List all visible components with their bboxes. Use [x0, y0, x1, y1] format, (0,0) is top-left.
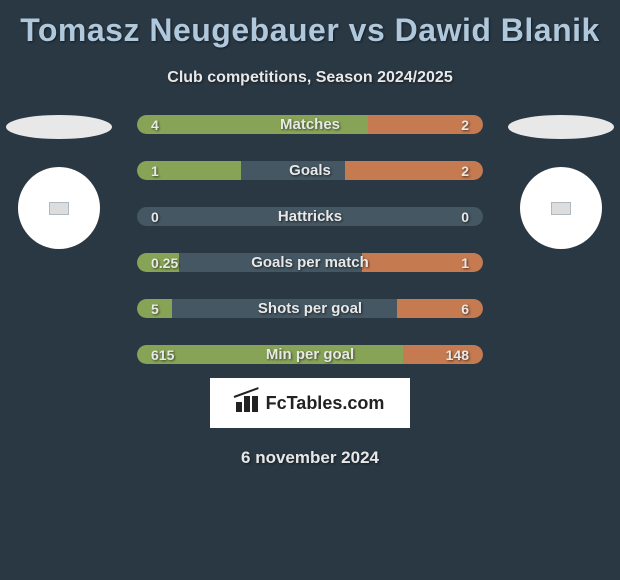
player-left-col [6, 115, 112, 249]
logo-bars-icon [236, 394, 260, 412]
stat-value-right: 1 [461, 255, 469, 271]
stat-label: Min per goal [266, 346, 354, 363]
logo-box: FcTables.com [210, 378, 410, 428]
stat-row: 0.25 Goals per match 1 [137, 253, 483, 272]
stat-value-left: 0.25 [151, 255, 178, 271]
stat-value-right: 6 [461, 301, 469, 317]
player-left-avatar [6, 115, 112, 139]
stat-value-left: 4 [151, 117, 159, 133]
stat-label: Goals [289, 162, 331, 179]
stat-value-left: 5 [151, 301, 159, 317]
flag-icon [49, 202, 69, 215]
page-title: Tomasz Neugebauer vs Dawid Blanik [0, 0, 620, 49]
logo-text: FcTables.com [266, 393, 385, 414]
player-right-col [508, 115, 614, 249]
player-right-flag-circle [520, 167, 602, 249]
stat-row: 5 Shots per goal 6 [137, 299, 483, 318]
stat-row: 4 Matches 2 [137, 115, 483, 134]
logo: FcTables.com [236, 393, 385, 414]
stat-bar-right [397, 299, 484, 318]
stat-row: 615 Min per goal 148 [137, 345, 483, 364]
stat-value-left: 615 [151, 347, 174, 363]
stat-value-right: 2 [461, 163, 469, 179]
stat-bar-right [403, 345, 483, 364]
stat-row: 0 Hattricks 0 [137, 207, 483, 226]
stats-column: 4 Matches 2 1 Goals 2 0 Hattricks 0 0.25 Goals per… [137, 115, 483, 364]
comparison-row: 4 Matches 2 1 Goals 2 0 Hattricks 0 0.25 Goals per… [0, 115, 620, 364]
flag-icon [551, 202, 571, 215]
stat-value-left: 1 [151, 163, 159, 179]
stat-label: Hattricks [278, 208, 342, 225]
stat-value-right: 2 [461, 117, 469, 133]
stat-label: Matches [280, 116, 340, 133]
stat-label: Goals per match [251, 254, 369, 271]
player-left-flag-circle [18, 167, 100, 249]
stat-row: 1 Goals 2 [137, 161, 483, 180]
stat-label: Shots per goal [258, 300, 362, 317]
stat-value-right: 0 [461, 209, 469, 225]
date-text: 6 november 2024 [0, 448, 620, 468]
stat-value-left: 0 [151, 209, 159, 225]
player-right-avatar [508, 115, 614, 139]
subtitle: Club competitions, Season 2024/2025 [0, 69, 620, 87]
stat-value-right: 148 [446, 347, 469, 363]
